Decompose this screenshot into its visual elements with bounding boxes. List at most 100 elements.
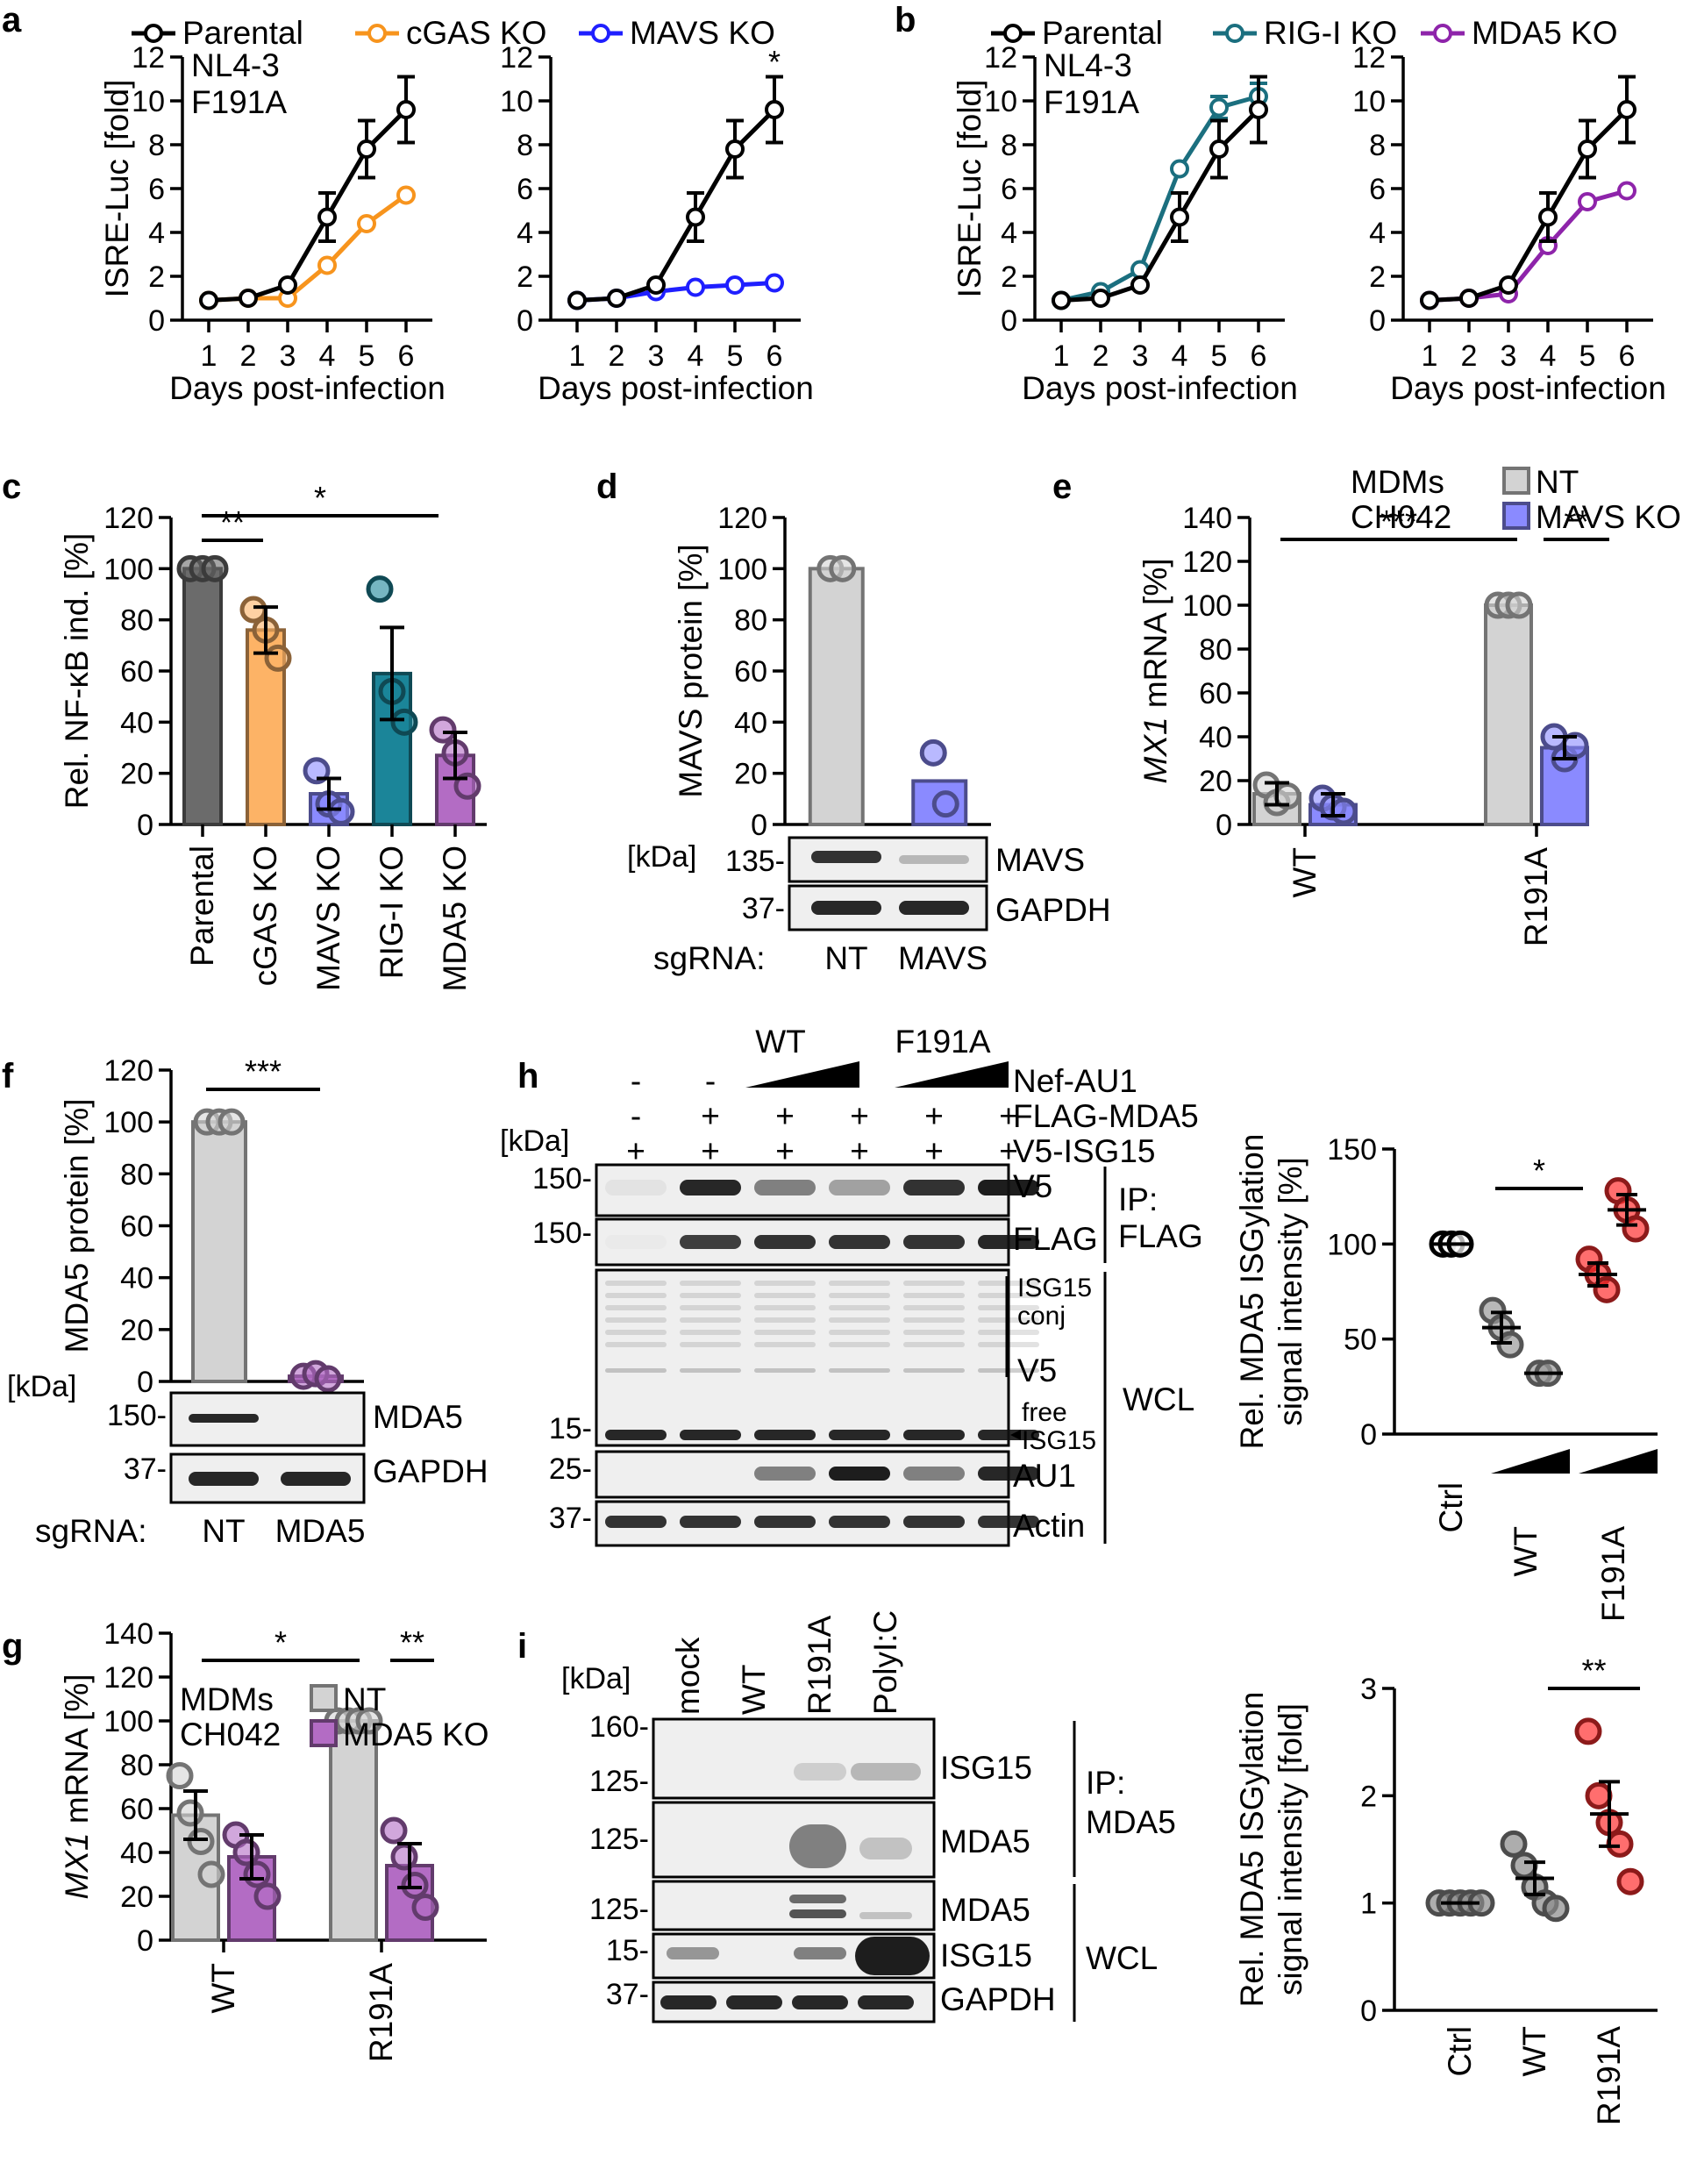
data-point — [1606, 1830, 1634, 1858]
x-tick-label: RIG-I KO — [374, 846, 410, 979]
lane-label: NT — [824, 940, 867, 976]
blot-band — [829, 1368, 890, 1373]
legend-marker — [1225, 24, 1244, 43]
legend-label: MAVS KO — [630, 15, 775, 51]
x-tick-label: 4 — [688, 339, 704, 373]
y-tick-label: 0 — [137, 1366, 153, 1399]
blot-band — [978, 1430, 1039, 1440]
blot-band — [811, 901, 881, 915]
marker: 135- — [725, 845, 785, 878]
marker: 125- — [589, 1823, 649, 1856]
protein-label: FLAG — [1013, 1221, 1098, 1257]
x-tick-label: Ctrl — [1442, 2026, 1478, 2077]
blot-band — [794, 1947, 846, 1959]
x-tick-label: 6 — [1251, 339, 1267, 373]
y-axis-title-gene: MX1 — [59, 1832, 95, 1899]
ip-label: MDA5 — [1086, 1804, 1176, 1840]
blot-band — [680, 1293, 741, 1298]
blot-band — [978, 1330, 1039, 1335]
blot-band — [754, 1330, 816, 1335]
blot-band — [754, 1305, 816, 1310]
blot-band — [726, 1995, 782, 2009]
panel-letter-i: i — [517, 1627, 527, 1666]
data-point — [765, 100, 784, 119]
data-point — [1500, 1830, 1528, 1858]
blot-band — [605, 1368, 667, 1373]
data-point — [317, 207, 337, 227]
significance-stars: *** — [1380, 503, 1417, 539]
legend-label: MDA5 KO — [343, 1717, 489, 1752]
blot-band — [978, 1235, 1039, 1249]
x-tick-label: R191A — [1591, 2026, 1627, 2125]
data-point — [1091, 289, 1110, 308]
data-point — [411, 1894, 439, 1921]
lane-sign: + — [999, 1098, 1018, 1134]
y-tick-label: 12 — [984, 41, 1017, 75]
y-tick-label: 10 — [132, 85, 165, 118]
chart-annotation: F191A — [191, 84, 287, 120]
data-point — [1616, 1867, 1644, 1895]
blot-band — [903, 1293, 965, 1298]
y-tick-label: 0 — [1360, 1995, 1377, 2028]
lane-sign: + — [850, 1098, 869, 1134]
y-axis-title: ISRE-Luc [fold] — [99, 80, 135, 298]
y-tick-label: 2 — [517, 261, 533, 294]
blot-band — [605, 1293, 667, 1298]
x-tick-label: Ctrl — [1433, 1482, 1469, 1533]
protein-label: MDA5 — [940, 1824, 1030, 1859]
blot-band — [903, 1305, 965, 1310]
y-tick-label: 0 — [1001, 304, 1017, 338]
legend-swatch — [310, 1684, 338, 1712]
x-tick-label: 2 — [609, 339, 625, 373]
blot-band — [754, 1281, 816, 1286]
x-tick-label: WT — [1287, 847, 1323, 898]
y-tick-label: 40 — [120, 1262, 153, 1295]
blot-band — [829, 1342, 890, 1347]
legend-entry: Parental — [132, 15, 303, 51]
y-tick-label: 0 — [148, 304, 165, 338]
chart-h-plot: 0 50 100 150 Rel. MDA5 ISGylation signal inte… — [1234, 1133, 1658, 1622]
data-point — [1538, 207, 1558, 227]
y-tick-label: 100 — [1327, 1228, 1377, 1261]
lane-sign: + — [775, 1098, 795, 1134]
blot-band — [680, 1180, 741, 1195]
blot-band — [829, 1330, 890, 1335]
data-point — [1585, 1781, 1613, 1809]
blot-band — [829, 1467, 890, 1481]
blot-band — [903, 1368, 965, 1373]
data-point — [429, 716, 457, 744]
lane-sign: + — [701, 1098, 720, 1134]
blot-band — [754, 1430, 816, 1440]
y-tick-label: 12 — [132, 41, 165, 75]
marker: 150- — [532, 1162, 592, 1195]
blot-band — [859, 1912, 912, 1919]
marker: 160- — [589, 1710, 649, 1744]
legend-entry: Parental — [991, 15, 1163, 51]
blot-band — [754, 1180, 816, 1195]
y-tick-label: 80 — [120, 604, 153, 638]
marker: 15- — [606, 1934, 649, 1967]
data-point — [1542, 1895, 1570, 1923]
blot-band — [978, 1516, 1039, 1528]
x-tick-label: 5 — [359, 339, 375, 373]
concentration-ramp — [1579, 1449, 1658, 1474]
y-tick-label: 140 — [1182, 502, 1232, 535]
lane-label: R191A — [802, 1616, 838, 1715]
blot-band — [789, 1895, 846, 1903]
series-line — [208, 108, 408, 303]
data-point — [176, 1799, 204, 1827]
legend-marker — [144, 24, 163, 43]
free-label: ISG15 — [1022, 1426, 1096, 1455]
y-tick-label: 0 — [517, 304, 533, 338]
protein-label: GAPDH — [373, 1453, 488, 1489]
blot-membrane — [652, 1880, 936, 1931]
marker: 150- — [532, 1217, 592, 1250]
y-axis-title: signal intensity [fold] — [1273, 1703, 1308, 1995]
y-axis-title: MX1 mRNA [%] — [1137, 559, 1173, 784]
data-point — [1617, 100, 1636, 119]
blot-band — [605, 1342, 667, 1347]
blot-band — [829, 1281, 890, 1286]
